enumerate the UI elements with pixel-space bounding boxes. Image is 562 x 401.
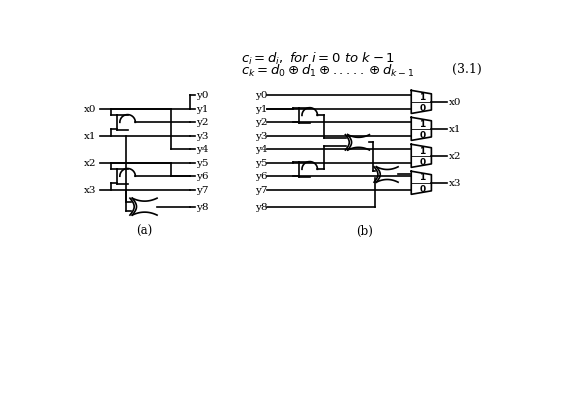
Text: x1: x1 (448, 125, 461, 134)
Text: y6: y6 (255, 172, 267, 181)
Text: y0: y0 (196, 91, 209, 100)
Text: y1: y1 (196, 105, 209, 114)
Text: y6: y6 (196, 172, 209, 181)
Text: y0: y0 (255, 91, 267, 100)
Text: y7: y7 (196, 186, 209, 195)
Text: 0: 0 (419, 158, 425, 167)
Text: 1: 1 (419, 146, 425, 155)
Text: x2: x2 (84, 159, 97, 168)
Text: $c_i = d_i,$: $c_i = d_i,$ (241, 51, 283, 67)
Text: y8: y8 (255, 203, 267, 212)
Text: 1: 1 (419, 92, 425, 101)
Text: y3: y3 (255, 132, 267, 141)
Text: x0: x0 (448, 98, 461, 107)
Text: 0: 0 (419, 104, 425, 113)
Text: y5: y5 (255, 159, 267, 168)
Text: (b): (b) (356, 224, 373, 237)
Text: x2: x2 (448, 152, 461, 161)
Text: (a): (a) (136, 224, 152, 237)
Text: (3.1): (3.1) (451, 63, 481, 76)
Text: $c_k = d_0 \oplus d_1 \oplus .....\oplus d_{k-1}$: $c_k = d_0 \oplus d_1 \oplus .....\oplus… (241, 63, 414, 79)
Text: 0: 0 (419, 184, 425, 194)
Text: y3: y3 (196, 132, 209, 141)
Text: $for\ i = 0\ to\ k-1$: $for\ i = 0\ to\ k-1$ (289, 51, 395, 65)
Text: 1: 1 (419, 173, 425, 182)
Text: y1: y1 (255, 105, 267, 114)
Text: y5: y5 (196, 159, 209, 168)
Text: 1: 1 (419, 119, 425, 128)
Text: y7: y7 (255, 186, 267, 195)
Text: x0: x0 (84, 105, 97, 114)
Text: 0: 0 (419, 131, 425, 140)
Text: x3: x3 (84, 186, 97, 195)
Text: y2: y2 (255, 118, 267, 127)
Text: y2: y2 (196, 118, 209, 127)
Text: x1: x1 (84, 132, 97, 141)
Text: x3: x3 (448, 179, 461, 188)
Text: y4: y4 (196, 145, 209, 154)
Text: y4: y4 (255, 145, 267, 154)
Text: y8: y8 (196, 203, 209, 212)
